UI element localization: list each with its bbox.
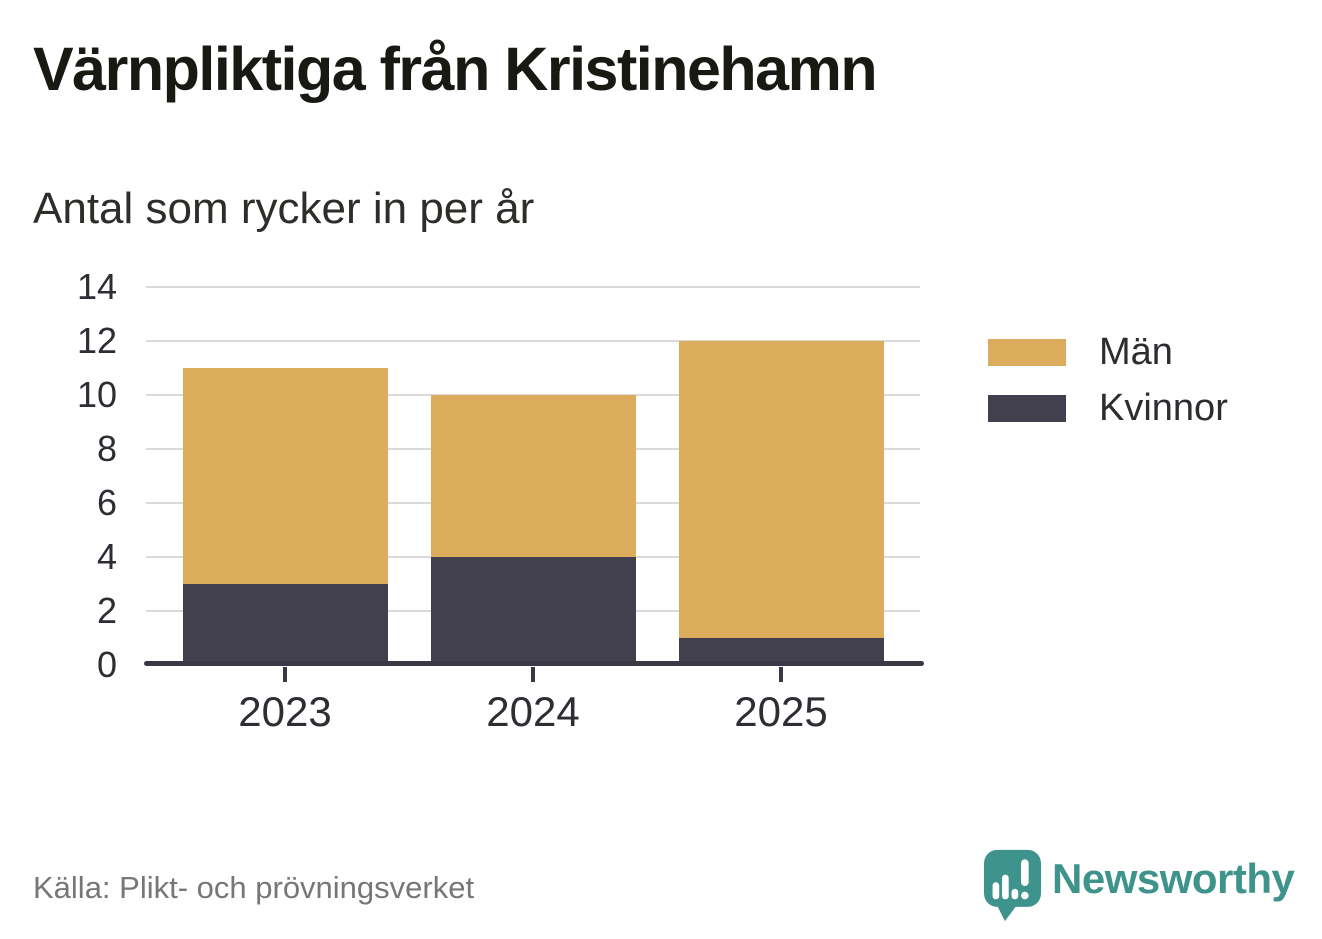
brand-logo: Newsworthy (984, 849, 1295, 923)
y-tick-label: 0 (96, 644, 117, 685)
legend-swatch (988, 394, 1066, 422)
legend-label: Kvinnor (1099, 387, 1228, 429)
chart-subtitle: Antal som rycker in per år (33, 184, 535, 233)
x-tick-label: 2024 (486, 688, 580, 735)
y-axis: 0 2 4 6 8 10 12 14 (30, 267, 117, 685)
x-tick (283, 667, 287, 682)
bar-2025-kvinnor (678, 638, 884, 665)
y-tick-label: 12 (76, 320, 117, 361)
legend-swatch (988, 338, 1066, 366)
source-note: Källa: Plikt- och prövningsverket (33, 870, 475, 905)
brand-name: Newsworthy (1052, 855, 1295, 902)
x-tick (779, 667, 783, 682)
gridline (146, 340, 920, 342)
gridline (146, 286, 920, 288)
legend: Män Kvinnor (988, 330, 1228, 442)
bar-2023-kvinnor (182, 584, 388, 665)
bar-2023-män (182, 368, 388, 584)
legend-item-kvinnor: Kvinnor (988, 386, 1228, 430)
x-tick-label: 2023 (238, 688, 332, 735)
bar-2024-kvinnor (430, 557, 636, 665)
y-tick-label: 10 (76, 374, 117, 415)
bar-2024-män (430, 395, 636, 557)
legend-label: Män (1099, 331, 1173, 373)
page-title: Värnpliktiga från Kristinehamn (33, 35, 878, 103)
bar-2025-män (678, 341, 884, 638)
plot-area (146, 286, 920, 665)
y-tick-label: 4 (96, 536, 117, 577)
x-tick (531, 667, 535, 682)
x-axis: 2023 2024 2025 (146, 666, 920, 746)
y-tick-label: 2 (96, 590, 117, 631)
legend-item-män: Män (988, 330, 1228, 374)
x-axis-baseline (144, 661, 924, 666)
newsworthy-logo-icon (984, 849, 1041, 922)
y-tick-label: 6 (96, 482, 117, 523)
y-tick-label: 14 (76, 266, 117, 307)
x-tick-label: 2025 (734, 688, 828, 735)
y-tick-label: 8 (96, 428, 117, 469)
